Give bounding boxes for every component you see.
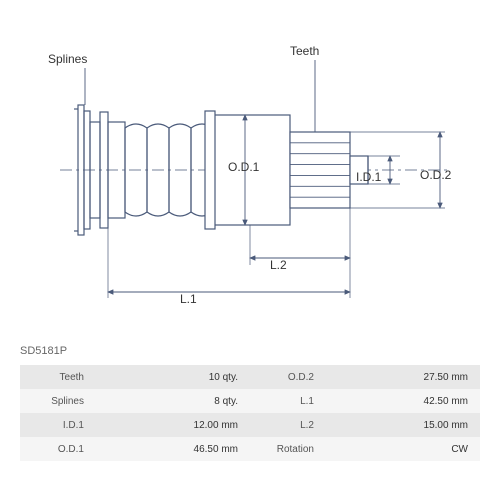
spec-value: 15.00 mm: [320, 420, 480, 431]
spec-label: I.D.1: [20, 420, 90, 431]
spec-label: Teeth: [20, 372, 90, 383]
spec-label: L.2: [250, 420, 320, 431]
table-row: I.D.1 12.00 mm L.2 15.00 mm: [20, 413, 480, 437]
teeth-label: Teeth: [290, 44, 319, 58]
spec-value: 46.50 mm: [90, 444, 250, 455]
spec-label: O.D.1: [20, 444, 90, 455]
l2-label: L.2: [270, 258, 287, 272]
spec-label: O.D.2: [250, 372, 320, 383]
od1-label: O.D.1: [228, 160, 259, 174]
spec-value: 12.00 mm: [90, 420, 250, 431]
technical-drawing: [30, 40, 470, 320]
splines-label: Splines: [48, 52, 87, 66]
spec-label: Splines: [20, 396, 90, 407]
spec-value: 42.50 mm: [320, 396, 480, 407]
l1-label: L.1: [180, 292, 197, 306]
table-row: O.D.1 46.50 mm Rotation CW: [20, 437, 480, 461]
spec-value: 8 qty.: [90, 396, 250, 407]
spec-value: 10 qty.: [90, 372, 250, 383]
spec-value: 27.50 mm: [320, 372, 480, 383]
od2-label: O.D.2: [420, 168, 451, 182]
spec-label: L.1: [250, 396, 320, 407]
table-row: Splines 8 qty. L.1 42.50 mm: [20, 389, 480, 413]
spec-label: Rotation: [250, 444, 320, 455]
id1-label: I.D.1: [356, 170, 381, 184]
spec-table: Teeth 10 qty. O.D.2 27.50 mm Splines 8 q…: [20, 365, 480, 461]
part-code: SD5181P: [20, 345, 67, 357]
spec-value: CW: [320, 444, 480, 455]
table-row: Teeth 10 qty. O.D.2 27.50 mm: [20, 365, 480, 389]
